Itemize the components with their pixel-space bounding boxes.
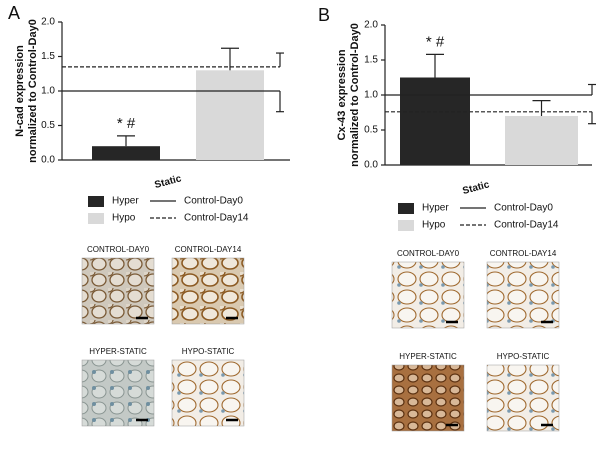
micrograph-label: HYPER-STATIC — [89, 347, 147, 356]
micrograph — [171, 359, 245, 427]
legend-swatch — [398, 203, 414, 214]
x-axis-label: Static — [461, 179, 491, 197]
y-tick-label: 2.0 — [364, 20, 378, 31]
micrograph — [486, 364, 560, 432]
y-axis-label: normalized to Control-Day0 — [27, 19, 39, 163]
y-tick-label: 0.5 — [41, 120, 55, 131]
y-tick-label: 0.5 — [364, 125, 378, 136]
legend-swatch — [88, 196, 104, 207]
bar — [92, 146, 160, 160]
y-tick-label: 2.0 — [41, 17, 55, 28]
micrograph-label: HYPO-STATIC — [182, 347, 235, 356]
y-axis-label: Cx-43 expression — [336, 49, 348, 140]
bar — [505, 116, 578, 165]
legend-label: Control-Day0 — [494, 203, 553, 214]
y-tick-label: 1.5 — [41, 51, 55, 62]
annotation: * # — [117, 115, 136, 132]
panel-label: B — [318, 5, 330, 25]
micrograph-label: HYPO-STATIC — [497, 352, 550, 361]
micrograph — [391, 364, 465, 432]
y-axis-label: normalized to Control-Day0 — [349, 23, 361, 167]
micrograph — [171, 257, 245, 325]
legend-label: Control-Day0 — [184, 196, 243, 207]
legend-label: Hypo — [112, 213, 136, 224]
legend-label: Control-Day14 — [184, 213, 249, 224]
legend-label: Hypo — [422, 220, 446, 231]
micrograph-label: CONTROL-DAY14 — [175, 245, 242, 254]
micrograph — [486, 261, 560, 329]
legend-label: Control-Day14 — [494, 220, 559, 231]
micrograph-label: HYPER-STATIC — [399, 352, 457, 361]
panel-label: A — [8, 3, 20, 23]
legend-swatch — [398, 220, 414, 231]
legend-swatch — [88, 213, 104, 224]
y-tick-label: 1.0 — [41, 86, 55, 97]
micrograph — [81, 359, 155, 427]
micrograph-label: CONTROL-DAY14 — [490, 249, 557, 258]
annotation: * # — [426, 33, 445, 50]
bar — [196, 70, 264, 160]
y-tick-label: 0.0 — [364, 160, 378, 171]
micrograph — [81, 257, 155, 325]
micrograph-label: CONTROL-DAY0 — [397, 249, 460, 258]
x-axis-label: Static — [153, 173, 183, 191]
micrograph-label: CONTROL-DAY0 — [87, 245, 150, 254]
y-tick-label: 1.0 — [364, 90, 378, 101]
y-axis-label: N-cad expression — [14, 45, 26, 137]
micrograph — [391, 261, 465, 329]
y-tick-label: 0.0 — [41, 155, 55, 166]
legend-label: Hyper — [422, 203, 449, 214]
legend-label: Hyper — [112, 196, 139, 207]
bar — [400, 77, 470, 165]
y-tick-label: 1.5 — [364, 55, 378, 66]
